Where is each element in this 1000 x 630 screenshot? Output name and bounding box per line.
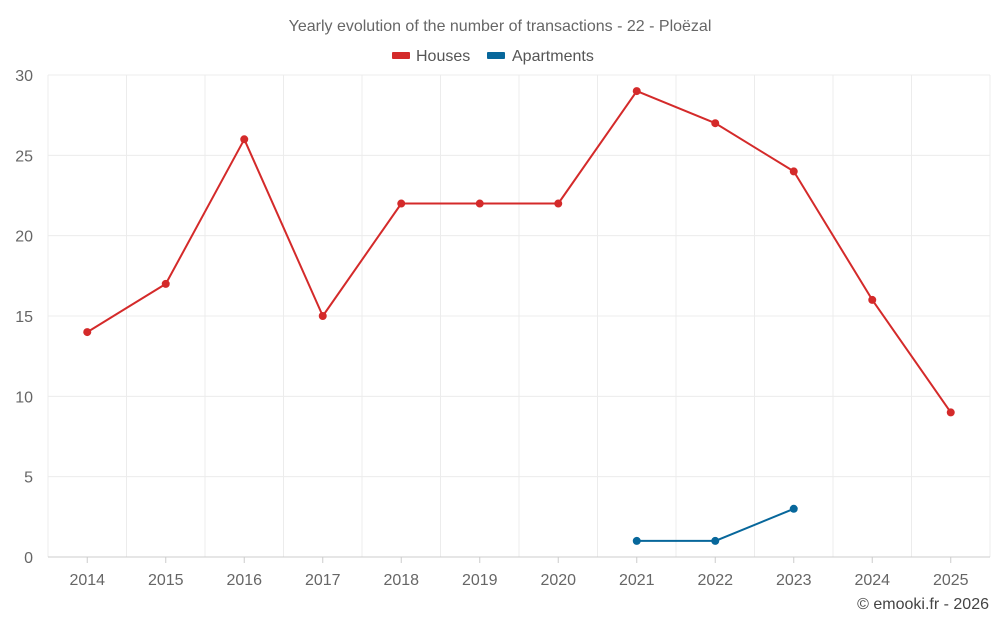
legend-item-houses[interactable]: Houses [392, 48, 470, 65]
data-point-houses-2014[interactable] [83, 328, 92, 337]
data-point-houses-2024[interactable] [868, 295, 877, 304]
data-point-houses-2017[interactable] [318, 312, 327, 320]
legend[interactable]: Houses Apartments [392, 48, 594, 65]
x-tick-label: 2015 [148, 572, 184, 589]
series-layer [83, 87, 955, 545]
data-point-houses-2022[interactable] [711, 119, 720, 128]
x-tick-label: 2025 [933, 572, 969, 589]
series-houses [83, 87, 955, 417]
series-apartments [632, 504, 798, 545]
legend-swatch-houses [392, 52, 410, 59]
x-tick-label: 2020 [540, 572, 576, 589]
x-tick-label: 2018 [383, 572, 419, 589]
series-line-houses [86, 90, 952, 413]
legend-label-houses: Houses [416, 48, 470, 65]
legend-label-apartments: Apartments [512, 48, 594, 65]
x-tick-label: 2019 [462, 572, 498, 589]
y-tick-label: 30 [15, 68, 33, 85]
data-point-houses-2023[interactable] [789, 167, 798, 176]
y-tick-label: 20 [15, 229, 33, 246]
y-tick-label: 25 [15, 148, 33, 165]
x-tick-label: 2023 [776, 572, 812, 589]
legend-swatch-apartments [487, 52, 505, 59]
y-tick-label: 5 [24, 470, 33, 487]
series-line-apartments [636, 507, 795, 542]
data-point-houses-2019[interactable] [475, 199, 484, 208]
x-tick-label: 2021 [619, 572, 655, 589]
data-point-apartments-2021[interactable] [632, 536, 641, 545]
credit-text: © emooki.fr - 2026 [857, 596, 989, 613]
x-tick-label: 2024 [854, 572, 890, 589]
data-point-houses-2018[interactable] [397, 199, 406, 208]
data-point-apartments-2022[interactable] [711, 536, 720, 545]
grid [47, 74, 991, 557]
data-point-houses-2015[interactable] [161, 279, 170, 288]
y-tick-label: 0 [24, 550, 33, 567]
y-tick-label: 10 [15, 389, 33, 406]
data-point-houses-2020[interactable] [554, 199, 563, 208]
x-tick-label: 2017 [305, 572, 341, 589]
x-tick-label: 2022 [697, 572, 733, 589]
y-tick-label: 15 [15, 309, 33, 326]
data-point-houses-2021[interactable] [632, 87, 641, 96]
chart-title: Yearly evolution of the number of transa… [289, 18, 712, 35]
data-point-apartments-2023[interactable] [789, 504, 798, 513]
legend-item-apartments[interactable]: Apartments [487, 48, 594, 65]
x-tick-label: 2016 [226, 572, 262, 589]
data-point-houses-2016[interactable] [240, 135, 249, 144]
data-point-houses-2025[interactable] [946, 408, 955, 417]
x-tick-label: 2014 [69, 572, 105, 589]
